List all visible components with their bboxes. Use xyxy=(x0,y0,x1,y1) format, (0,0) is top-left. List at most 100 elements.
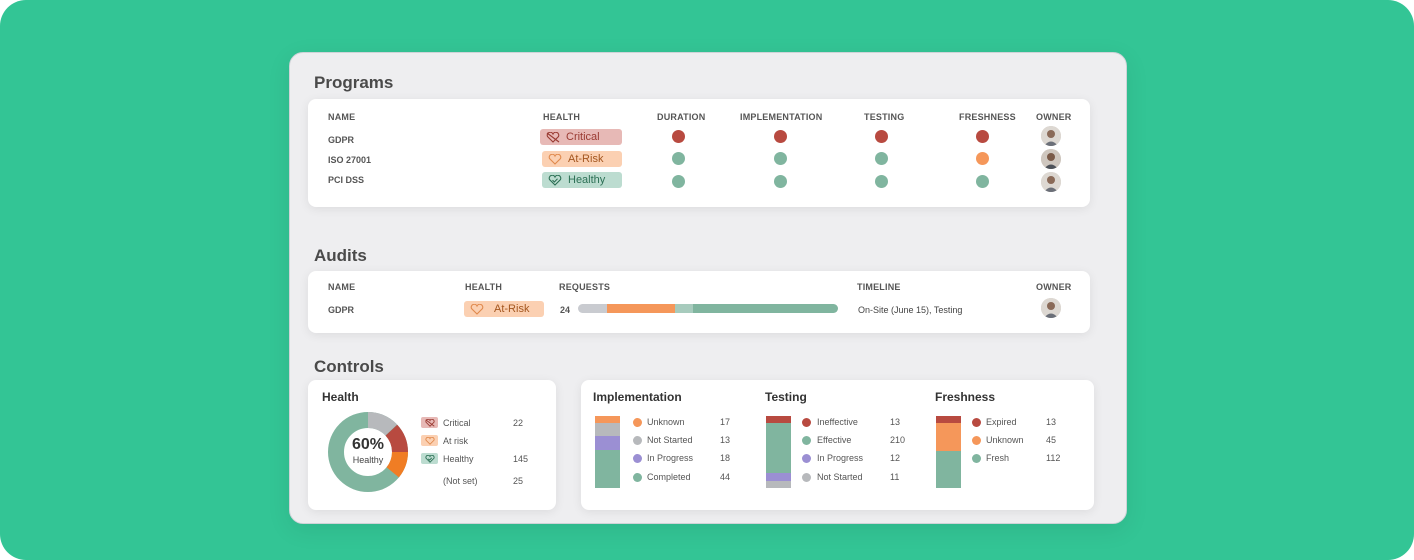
legend-dot xyxy=(972,436,981,445)
requests-progress-bar xyxy=(578,304,838,313)
legend-label: At risk xyxy=(443,436,469,446)
legend-value: 13 xyxy=(720,435,731,445)
legend-value: 12 xyxy=(890,453,901,463)
testing-stacked-bar xyxy=(766,416,791,488)
duration-status-dot xyxy=(672,130,685,143)
broken-heart-icon xyxy=(424,418,435,427)
heart-icon xyxy=(424,436,435,445)
health-label: At-Risk xyxy=(568,153,604,165)
legend-dot xyxy=(633,454,642,463)
col-health: HEALTH xyxy=(465,282,503,292)
health-donut-chart xyxy=(328,412,408,492)
col-timeline: TIMELINE xyxy=(857,282,901,292)
donut-critical-segment xyxy=(328,412,408,492)
legend-label: Completed xyxy=(647,472,691,482)
legend-value: 17 xyxy=(720,417,731,427)
segment-effective xyxy=(766,423,791,473)
legend-label: Fresh xyxy=(986,453,1010,463)
segment-unknown xyxy=(595,416,620,423)
program-name[interactable]: ISO 27001 xyxy=(328,155,372,165)
owner-avatar[interactable] xyxy=(1041,149,1061,169)
donut-notset-segment xyxy=(328,412,408,492)
progress-segment-gray xyxy=(578,304,607,313)
owner-avatar[interactable] xyxy=(1041,172,1061,192)
heart-icon xyxy=(470,303,484,315)
broken-heart-icon xyxy=(546,131,560,143)
timeline-text: On-Site (June 15), Testing xyxy=(858,305,963,315)
legend-label: Not Started xyxy=(817,472,863,482)
audits-title: Audits xyxy=(314,246,367,265)
donut-atrisk-segment xyxy=(328,412,408,492)
segment-expired xyxy=(936,416,961,423)
freshness-status-dot xyxy=(976,130,989,143)
implementation-status-dot xyxy=(774,130,787,143)
col-health: HEALTH xyxy=(543,112,581,122)
freshness-stacked-bar xyxy=(936,416,961,488)
segment-in-progress xyxy=(595,436,620,450)
legend-label: Ineffective xyxy=(817,417,858,427)
duration-status-dot xyxy=(672,152,685,165)
legend-value: 112 xyxy=(1046,453,1061,463)
owner-avatar[interactable] xyxy=(1041,298,1061,318)
health-label: Critical xyxy=(566,131,600,143)
col-name: NAME xyxy=(328,282,356,292)
health-card-title: Health xyxy=(322,390,359,404)
legend-label: Critical xyxy=(443,418,471,428)
implementation-status-dot xyxy=(774,175,787,188)
audit-name[interactable]: GDPR xyxy=(328,305,355,315)
col-name: NAME xyxy=(328,112,356,122)
legend-dot xyxy=(802,436,811,445)
col-implementation: IMPLEMENTATION xyxy=(740,112,823,122)
heart-check-icon xyxy=(548,174,562,186)
owner-avatar[interactable] xyxy=(1041,126,1061,146)
legend-dot xyxy=(633,418,642,427)
audits-table: NAME HEALTH REQUESTS TIMELINE OWNER GDPR… xyxy=(308,271,1090,333)
heart-check-icon xyxy=(424,454,435,463)
program-name[interactable]: PCI DSS xyxy=(328,175,365,185)
legend-dot xyxy=(802,454,811,463)
heart-icon xyxy=(548,153,562,165)
legend-value: 22 xyxy=(513,418,524,428)
col-owner: OWNER xyxy=(1036,112,1072,122)
testing-status-dot xyxy=(875,130,888,143)
legend-value: 18 xyxy=(720,453,731,463)
legend-value: 13 xyxy=(1046,417,1057,427)
freshness-status-dot xyxy=(976,175,989,188)
atrisk-chip xyxy=(421,435,438,446)
legend-value: 11 xyxy=(890,472,900,482)
legend-label: Unknown xyxy=(647,417,685,427)
legend-label: Not Started xyxy=(647,435,693,445)
legend-label: In Progress xyxy=(817,453,864,463)
segment-not-started xyxy=(595,423,620,436)
health-label: Healthy xyxy=(568,174,606,186)
legend-dot xyxy=(972,454,981,463)
legend-value: 25 xyxy=(513,476,524,486)
testing-status-dot xyxy=(875,175,888,188)
testing-status-dot xyxy=(875,152,888,165)
health-center-label: Healthy xyxy=(352,455,384,465)
legend-dot xyxy=(633,473,642,482)
col-requests: REQUESTS xyxy=(559,282,611,292)
legend-dot xyxy=(802,418,811,427)
freshness-title: Freshness xyxy=(935,390,996,404)
legend-label: In Progress xyxy=(647,453,694,463)
legend-label: Unknown xyxy=(986,435,1024,445)
requests-count: 24 xyxy=(560,305,571,315)
health-badge-atrisk: At-Risk xyxy=(464,301,544,317)
controls-health-card: Health 60% Healthy Critical 22 At risk H… xyxy=(308,380,556,510)
legend-dot xyxy=(802,473,811,482)
legend-dot xyxy=(633,436,642,445)
implementation-stacked-bar xyxy=(595,416,620,488)
legend-value: 210 xyxy=(890,435,906,445)
programs-title: Programs xyxy=(314,73,394,92)
controls-status-card: Implementation Unknown 17 Not Started 13… xyxy=(581,380,1094,510)
segment-completed xyxy=(595,450,620,488)
segment-unknown xyxy=(936,423,961,451)
health-badge-atrisk: At-Risk xyxy=(542,151,622,167)
duration-status-dot xyxy=(672,175,685,188)
program-name[interactable]: GDPR xyxy=(328,135,355,145)
progress-segment-healthy xyxy=(693,304,838,313)
healthy-chip xyxy=(421,453,438,464)
segment-fresh xyxy=(936,451,961,488)
